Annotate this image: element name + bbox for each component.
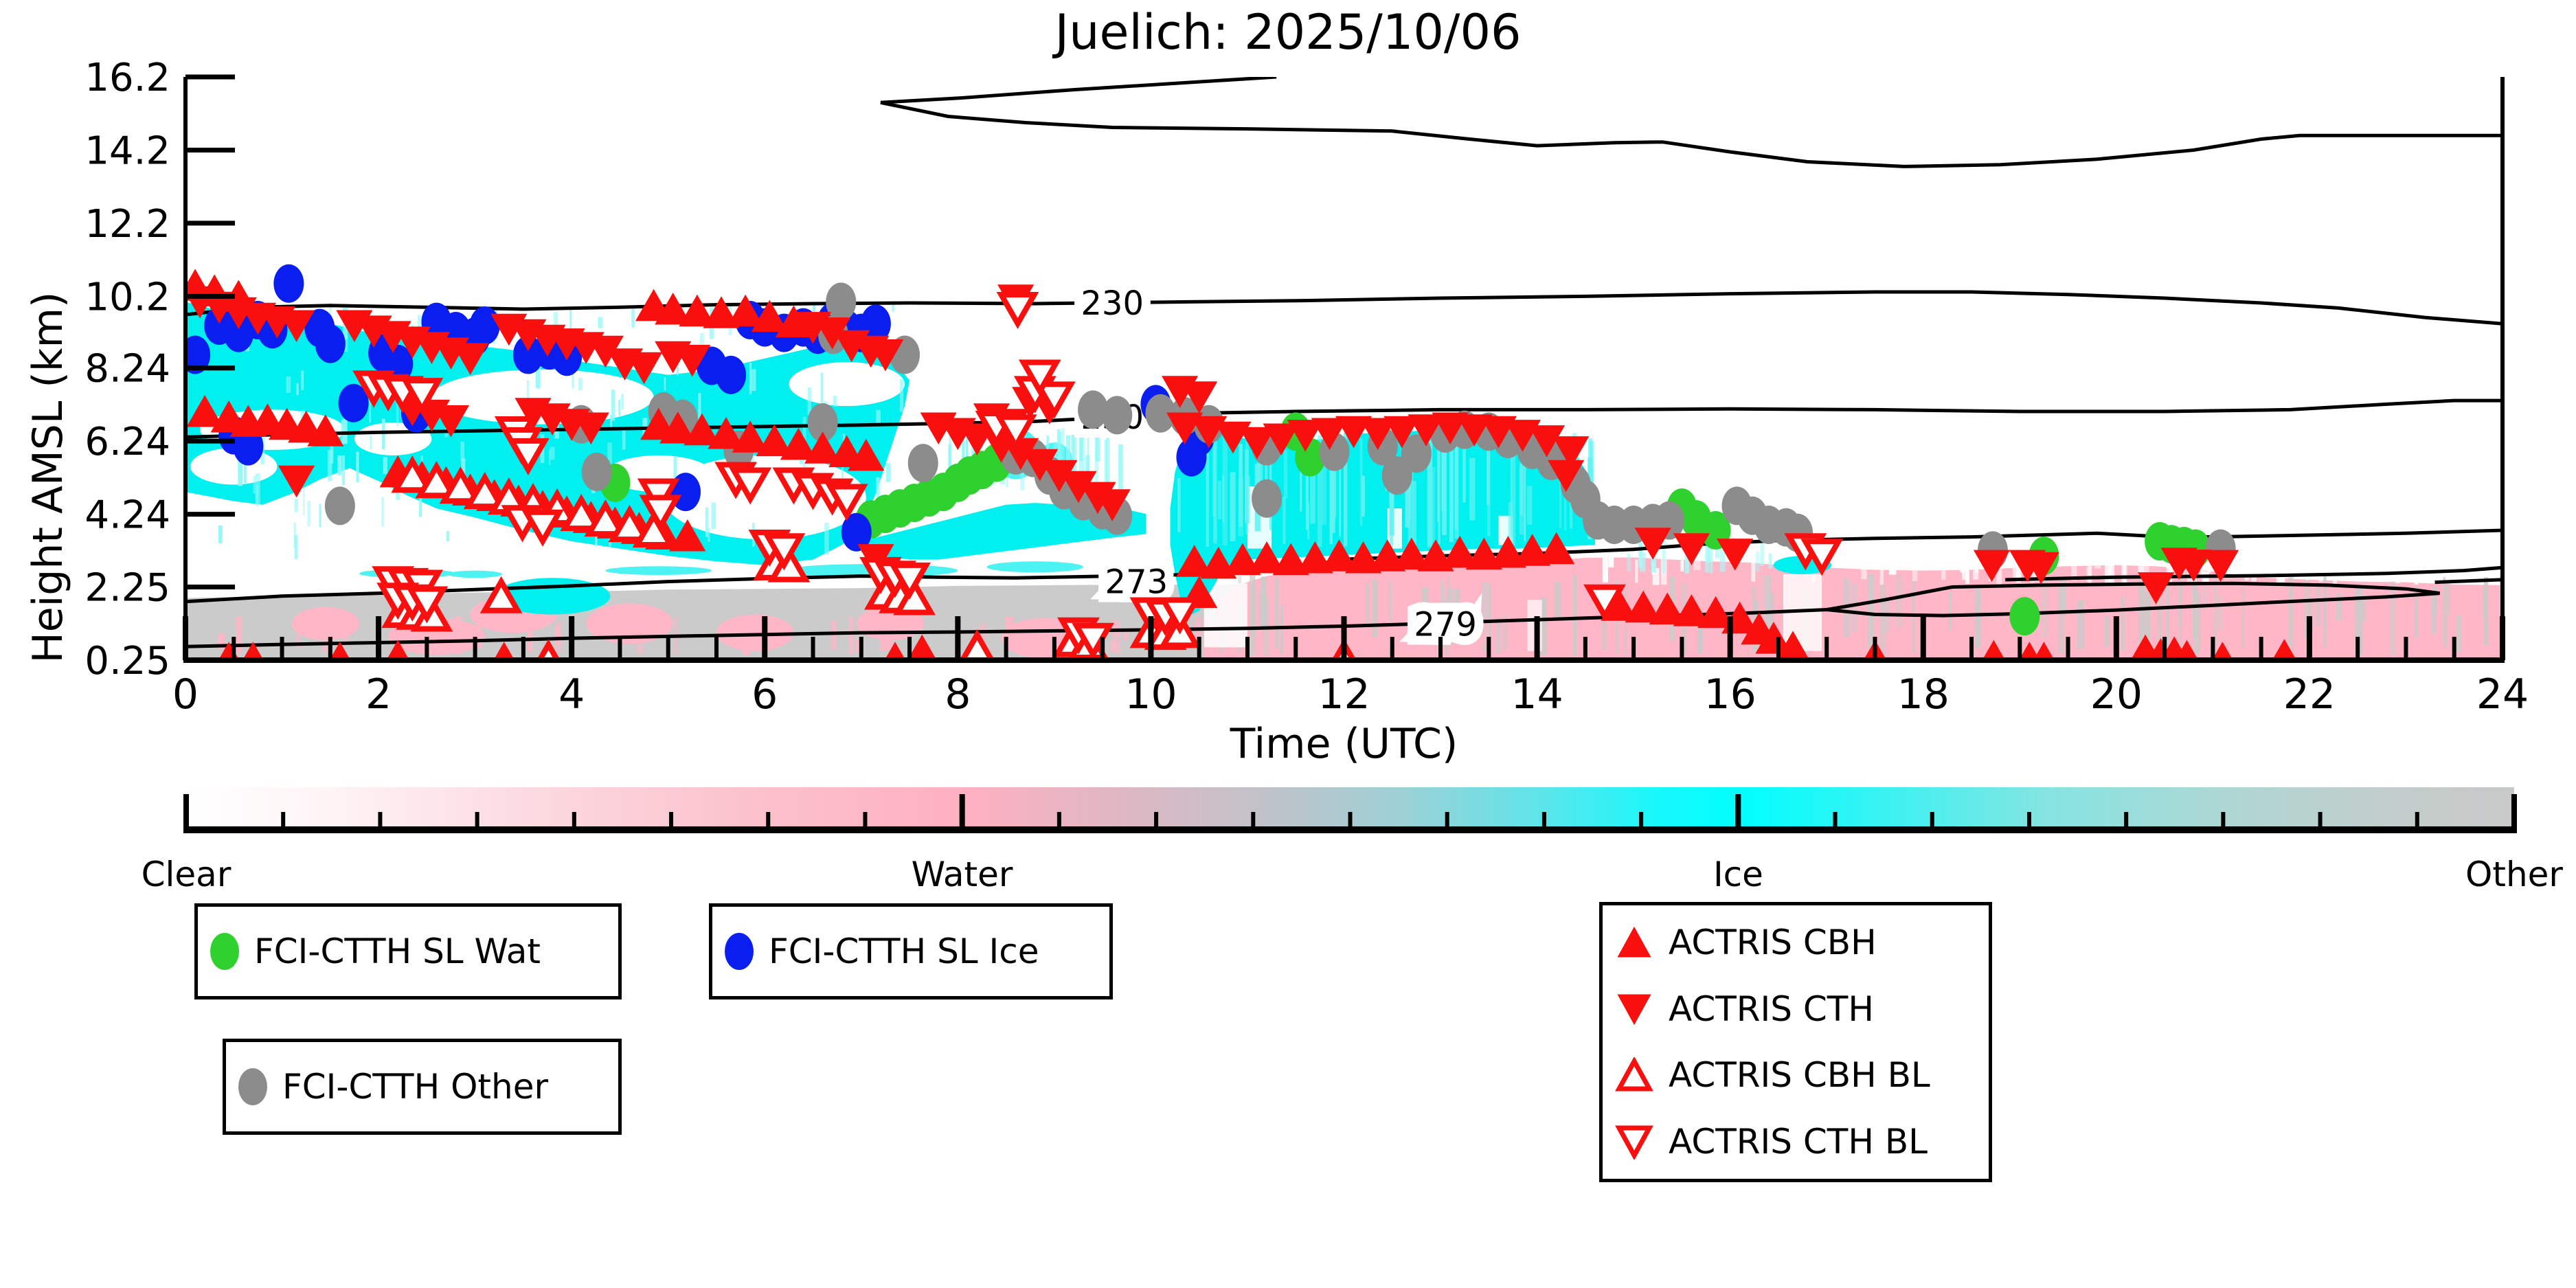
water-dot-icon <box>210 933 239 970</box>
colorbar-label-ice: Ice <box>1713 855 1763 894</box>
x-tick-label: 18 <box>1897 670 1950 719</box>
plot-area: 230250273279 <box>185 77 2502 660</box>
water-patch <box>716 614 794 651</box>
x-tick-label: 6 <box>752 670 778 719</box>
y-axis-label: Height AMSL (km) <box>24 291 72 664</box>
legend-fci-other: FCI-CTTH Other <box>223 1039 622 1135</box>
colorbar-axis <box>183 794 2517 833</box>
x-tick-label: 16 <box>1704 670 1756 719</box>
x-tick-label: 4 <box>558 670 585 719</box>
legend-item: FCI-CTTH Other <box>238 1067 606 1107</box>
x-tick-label: 24 <box>2476 670 2529 719</box>
y-tick-label: 10.2 <box>84 275 170 319</box>
triangle-down-open-icon <box>1615 1125 1653 1160</box>
x-tick-label: 20 <box>2090 670 2143 719</box>
x-tick-label: 10 <box>1125 670 1177 719</box>
x-tick-label: 0 <box>172 670 199 719</box>
legend-item: ACTRIS CBH <box>1615 923 1976 962</box>
y-tick-label: 14.2 <box>84 128 170 173</box>
legend-fci-wat: FCI-CTTH SL Wat <box>194 903 622 999</box>
other-dot-icon <box>238 1068 267 1105</box>
clear-gap <box>431 369 654 425</box>
ice-streak <box>986 561 1084 573</box>
ice-streak <box>448 570 502 578</box>
legend-label: FCI-CTTH SL Ice <box>769 931 1039 971</box>
x-tick-label: 12 <box>1318 670 1370 719</box>
legend-label: ACTRIS CTH BL <box>1669 1121 1928 1162</box>
y-tick-label: 2.25 <box>84 566 170 611</box>
contour-line-230 <box>185 290 2502 326</box>
legend-actris: ACTRIS CBH ACTRIS CTH ACTRIS CBH BL ACTRIS … <box>1599 902 1992 1182</box>
plot-title: Juelich: 2025/10/06 <box>1054 4 1522 60</box>
legend-item: ACTRIS CTH <box>1615 989 1976 1029</box>
legend-label: ACTRIS CTH <box>1669 988 1874 1029</box>
x-tick-label: 14 <box>1511 670 1563 719</box>
axes: 16.214.212.210.28.246.244.242.250.250 2 4 6… <box>84 56 2529 719</box>
colorbar-label-clear: Clear <box>141 855 231 894</box>
contour-label-279: 279 <box>1414 605 1477 644</box>
y-tick-label: 0.25 <box>84 639 170 683</box>
contour-label-230: 230 <box>1081 284 1144 323</box>
contour-line <box>2434 578 2502 585</box>
legend-label: FCI-CTTH Other <box>282 1067 549 1107</box>
x-tick-label: 2 <box>365 670 392 719</box>
triangle-down-filled-icon <box>1617 994 1651 1025</box>
x-axis-label: Time (UTC) <box>1230 720 1458 768</box>
water-patch <box>291 607 359 640</box>
legend-item: FCI-CTTH SL Ice <box>725 931 1097 971</box>
legend-item: FCI-CTTH SL Wat <box>210 931 606 971</box>
contour-label-273: 273 <box>1105 563 1168 602</box>
ice-dot-icon <box>725 933 754 970</box>
series-actris-cth-bl <box>352 292 1844 660</box>
y-tick-label: 12.2 <box>84 202 170 247</box>
ice-streak <box>605 566 712 575</box>
y-tick-label: 6.24 <box>84 420 170 464</box>
legend-label: FCI-CTTH SL Wat <box>254 931 541 971</box>
y-tick-label: 8.24 <box>84 347 170 392</box>
contour-line <box>2005 565 2502 582</box>
clear-gap-band <box>1204 583 1247 648</box>
y-tick-label: 4.24 <box>84 493 170 538</box>
x-tick-label: 8 <box>945 670 971 719</box>
legend-label: ACTRIS CBH BL <box>1669 1055 1930 1096</box>
colorbar-label-other: Other <box>2465 855 2563 894</box>
legend-item: ACTRIS CBH BL <box>1615 1055 1976 1095</box>
legend-fci-ice: FCI-CTTH SL Ice <box>709 903 1113 999</box>
water-patch <box>586 603 673 644</box>
contour-line <box>880 100 2502 168</box>
y-tick-label: 16.2 <box>84 56 170 100</box>
triangle-up-filled-icon <box>1617 927 1651 958</box>
ice-small-b <box>861 503 1146 560</box>
x-tick-label: 22 <box>2283 670 2336 719</box>
triangle-up-open-icon <box>1615 1057 1653 1092</box>
contour-line <box>880 77 1277 104</box>
clear-gap <box>789 362 905 407</box>
colorbar-label-water: Water <box>911 855 1013 894</box>
legend-label: ACTRIS CBH <box>1669 923 1877 963</box>
legend-item: ACTRIS CTH BL <box>1615 1122 1976 1162</box>
